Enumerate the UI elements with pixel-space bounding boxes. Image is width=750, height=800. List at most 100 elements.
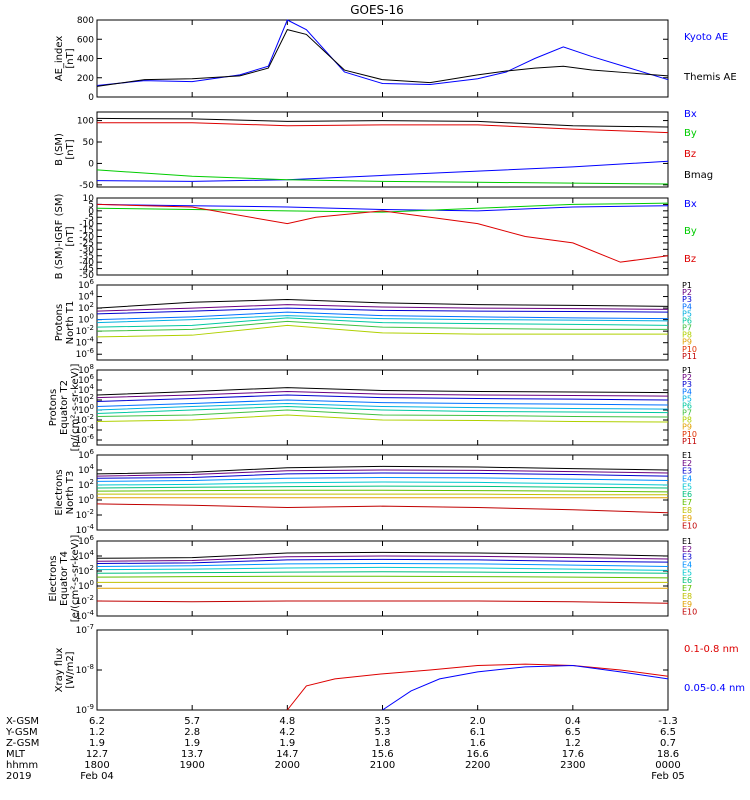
- series-line-e8: [97, 493, 668, 496]
- xrow-value: 1.9: [184, 738, 200, 749]
- ytick-label: 10-8: [76, 663, 94, 676]
- legend-bx: Bx: [684, 199, 697, 210]
- xrow-value: 18.6: [657, 749, 679, 760]
- legend-e8: E8: [682, 592, 692, 601]
- ylabel-line: AE_index: [54, 36, 65, 82]
- ylabel-line: B (SM): [54, 133, 65, 166]
- legend-p7: P7: [682, 324, 692, 333]
- ylabel-line: Equator T4: [59, 551, 70, 606]
- xrow-value: 2.8: [184, 727, 200, 738]
- xrow-value: -1.3: [658, 716, 678, 727]
- series-line-p7: [96, 320, 668, 332]
- legend-bz: Bz: [684, 149, 696, 160]
- xrow-value: 1.9: [89, 738, 105, 749]
- legend-e2: E2: [682, 459, 692, 468]
- series-line-kyoto-ae: [96, 19, 669, 86]
- legend-p11: P11: [682, 437, 697, 446]
- legend-e7: E7: [682, 584, 692, 593]
- ytick-label: -20: [79, 233, 94, 243]
- xrow-value: 2000: [275, 760, 300, 771]
- legend-p2: P2: [682, 373, 692, 382]
- ytick-label: 10-2: [76, 508, 94, 521]
- xrow-value: 0.4: [565, 716, 581, 727]
- legend-by: By: [684, 226, 697, 237]
- ylabel-line: Equator T2: [59, 380, 70, 435]
- series-line-e5: [96, 481, 669, 486]
- series-line-p2: [96, 304, 669, 312]
- xrow-value: 1.2: [89, 727, 105, 738]
- xrow-value: 0000: [655, 760, 680, 771]
- xrow-label: X-GSM: [6, 716, 39, 727]
- series-line-0-1-0-8-nm: [286, 663, 669, 711]
- legend-e6: E6: [682, 490, 692, 499]
- legend-p5: P5: [682, 394, 692, 403]
- legend-themis-ae: Themis AE: [683, 72, 737, 83]
- series-line-p4: [96, 399, 669, 408]
- xrow-label: hhmm: [6, 760, 38, 771]
- series-line-e3: [96, 472, 669, 479]
- series-line-p6: [96, 317, 669, 328]
- xrow-value: 13.7: [181, 749, 203, 760]
- series-line-bx: [96, 160, 669, 182]
- legend-p1: P1: [682, 281, 692, 290]
- ytick-label: 104: [78, 463, 94, 476]
- series-line-bmag: [96, 117, 669, 128]
- xrow-value: 12.7: [86, 749, 108, 760]
- ytick-label: 100: [78, 493, 94, 506]
- legend-e5: E5: [682, 482, 692, 491]
- xrow-value: 16.6: [467, 749, 489, 760]
- ylabel-electrons-north: ElectronsNorth T3: [54, 469, 76, 515]
- series-line-0-05-0-4-nm: [382, 664, 669, 711]
- series-line-e3: [96, 558, 669, 564]
- legend-e10: E10: [682, 522, 697, 531]
- xrow-value: 0.7: [660, 738, 676, 749]
- series-line-e7: [96, 489, 669, 493]
- ylabel-line: [nT]: [65, 139, 76, 159]
- series-line-p5: [96, 315, 669, 324]
- ylabel-protons-equator: ProtonsEquator T2[p/(cm²-s-sr-keV)]: [48, 364, 81, 452]
- xrow-label: Z-GSM: [6, 738, 39, 749]
- ytick-label: -10: [79, 220, 94, 230]
- xrow-value: 1.2: [565, 738, 581, 749]
- xrow-value: 1.8: [375, 738, 391, 749]
- legend-e8: E8: [682, 506, 692, 515]
- series-line-themis-ae: [96, 29, 669, 87]
- ytick-label: 100: [77, 117, 94, 127]
- ylabel-line: [W/m2]: [65, 651, 76, 688]
- legend-p2: P2: [682, 288, 692, 297]
- xrow-value: 14.7: [276, 749, 298, 760]
- legend-p10: P10: [682, 430, 697, 439]
- ytick-label: 600: [77, 35, 94, 45]
- legend-e2: E2: [682, 545, 692, 554]
- series-line-by: [96, 202, 669, 213]
- xrow-value: 1900: [179, 760, 204, 771]
- series-line-bx: [96, 203, 669, 212]
- ytick-label: -5: [85, 213, 94, 223]
- xrow-value: 2.0: [470, 716, 486, 727]
- series-line-p1: [96, 299, 669, 309]
- series-line-p7: [96, 409, 669, 418]
- series-line-p4: [96, 311, 669, 321]
- xrow-value: 2100: [370, 760, 395, 771]
- ytick-label: -30: [79, 245, 94, 255]
- ytick-label: -50: [79, 271, 94, 281]
- legend-e5: E5: [682, 568, 692, 577]
- legend-p10: P10: [682, 345, 697, 354]
- series-line-e4: [96, 476, 669, 482]
- ytick-label: 800: [77, 16, 94, 26]
- date-end-label: Feb 05: [651, 771, 685, 782]
- ylabel-protons-north: ProtonsNorth T1: [54, 301, 76, 345]
- date-start-label: Feb 04: [80, 771, 114, 782]
- xrow-value: 5.7: [184, 716, 200, 727]
- xrow-value: 6.2: [89, 716, 105, 727]
- series-line-e6: [96, 571, 669, 574]
- ytick-label: -15: [79, 226, 94, 236]
- legend-e3: E3: [682, 467, 692, 476]
- ytick-label: 200: [77, 74, 94, 84]
- legend-p6: P6: [682, 401, 692, 410]
- ylabel-line: [nT]: [65, 48, 76, 68]
- series-line-p6: [96, 406, 669, 414]
- legend-by: By: [684, 128, 697, 139]
- legend-p8: P8: [682, 331, 692, 340]
